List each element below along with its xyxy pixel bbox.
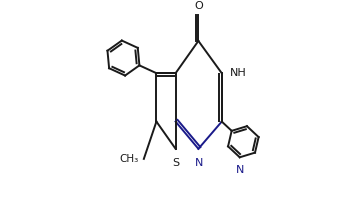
Text: N: N <box>195 158 204 168</box>
Text: NH: NH <box>230 68 246 78</box>
Text: N: N <box>235 165 244 175</box>
Text: CH₃: CH₃ <box>120 154 139 164</box>
Text: S: S <box>172 158 179 168</box>
Text: O: O <box>194 1 203 11</box>
